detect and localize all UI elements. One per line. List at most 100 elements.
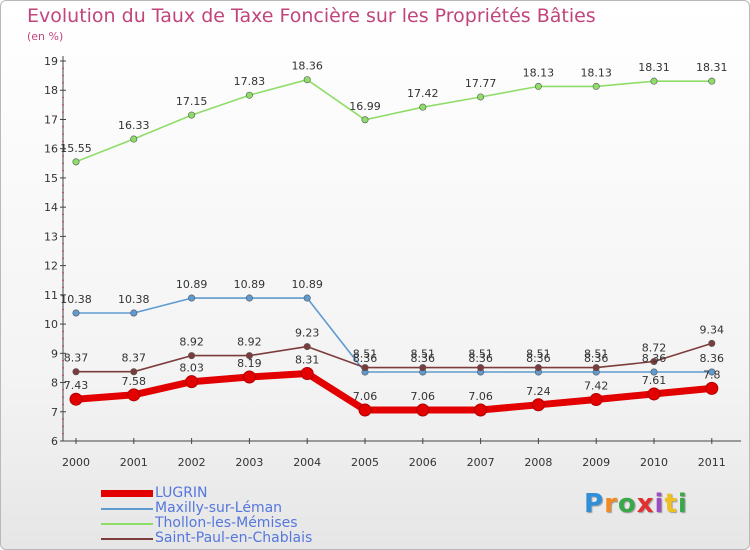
y-tick-label: 6 <box>51 435 58 448</box>
data-point-thollon-les-memises <box>477 93 485 101</box>
data-point-saint-paul-en-chablais <box>130 368 138 376</box>
data-point-saint-paul-en-chablais <box>592 364 600 372</box>
data-label-thollon-les-memises: 17.15 <box>176 95 208 108</box>
data-label-thollon-les-memises: 15.55 <box>60 142 92 155</box>
y-tick-label: 7 <box>51 406 58 419</box>
data-point-thollon-les-memises <box>361 116 369 124</box>
y-tick-label: 11 <box>44 289 58 302</box>
data-point-saint-paul-en-chablais <box>188 352 196 360</box>
y-tick-label: 15 <box>44 172 58 185</box>
data-label-saint-paul-en-chablais: 8.51 <box>468 348 493 361</box>
data-point-maxilly-sur-leman <box>188 294 196 302</box>
y-tick-label: 12 <box>44 260 58 273</box>
data-point-saint-paul-en-chablais <box>419 364 427 372</box>
legend-swatch-thollon-les-memises <box>101 523 153 525</box>
data-label-maxilly-sur-leman: 10.89 <box>176 278 208 291</box>
data-point-thollon-les-memises <box>303 76 311 84</box>
data-label-saint-paul-en-chablais: 8.92 <box>179 336 204 349</box>
chart-axes: 6 7 8 9 10 11 12 13 14 15 16 17 18 19 2000 2001 2002 2003… <box>44 55 741 469</box>
data-point-lugrin <box>531 398 545 412</box>
data-point-maxilly-sur-leman <box>650 368 658 376</box>
data-label-saint-paul-en-chablais: 8.37 <box>64 352 89 365</box>
y-tick-label: 14 <box>44 201 58 214</box>
x-tick-label: 2001 <box>120 456 148 469</box>
data-point-thollon-les-memises <box>592 82 600 90</box>
data-label-thollon-les-memises: 16.33 <box>118 119 150 132</box>
data-label-maxilly-sur-leman: 10.89 <box>234 278 266 291</box>
data-point-thollon-les-memises <box>188 111 196 119</box>
y-tick-label: 9 <box>51 347 58 360</box>
data-point-lugrin <box>589 392 603 406</box>
data-point-lugrin <box>647 387 661 401</box>
series-line-lugrin <box>75 370 713 414</box>
data-label-saint-paul-en-chablais: 8.92 <box>237 336 262 349</box>
data-label-maxilly-sur-leman: 8.36 <box>700 352 725 365</box>
data-label-lugrin: 7.06 <box>468 390 493 403</box>
data-point-saint-paul-en-chablais <box>303 343 311 351</box>
data-label-thollon-les-memises: 18.31 <box>638 61 670 74</box>
y-tick-label: 8 <box>51 377 58 390</box>
data-label-saint-paul-en-chablais: 8.37 <box>122 352 147 365</box>
data-label-thollon-les-memises: 16.99 <box>349 100 381 113</box>
legend-label-saint-paul-en-chablais: Saint-Paul-en-Chablais <box>155 530 313 546</box>
data-point-lugrin <box>69 392 83 406</box>
data-label-saint-paul-en-chablais: 8.51 <box>526 348 551 361</box>
data-label-maxilly-sur-leman: 8.36 <box>642 352 667 365</box>
data-label-thollon-les-memises: 17.77 <box>465 77 497 90</box>
data-label-saint-paul-en-chablais: 8.72 <box>642 341 667 354</box>
data-point-saint-paul-en-chablais <box>534 364 542 372</box>
data-label-lugrin: 7.24 <box>526 385 551 398</box>
data-point-saint-paul-en-chablais <box>650 357 658 365</box>
data-point-lugrin <box>242 370 256 384</box>
data-label-lugrin: 7.61 <box>642 374 667 387</box>
series-line-saint-paul-en-chablais <box>76 342 713 373</box>
data-label-thollon-les-memises: 18.36 <box>291 60 323 73</box>
y-tick-label: 18 <box>44 84 58 97</box>
y-tick-label: 16 <box>44 143 58 156</box>
data-label-maxilly-sur-leman: 8.36 <box>526 352 551 365</box>
x-tick-label: 2002 <box>178 456 206 469</box>
legend-label-maxilly-sur-leman: Maxilly-sur-Léman <box>155 500 283 516</box>
legend-label-thollon-les-memises: Thollon-les-Mémises <box>155 515 298 531</box>
chart-title: Evolution du Taux de Taxe Foncière sur l… <box>27 5 596 27</box>
data-point-thollon-les-memises <box>708 77 716 85</box>
data-label-maxilly-sur-leman: 8.36 <box>353 352 378 365</box>
data-label-maxilly-sur-leman: 8.36 <box>468 352 493 365</box>
data-label-lugrin: 8.19 <box>237 357 262 370</box>
x-tick-label: 2009 <box>582 456 610 469</box>
data-label-lugrin: 7.42 <box>584 379 609 392</box>
data-point-saint-paul-en-chablais <box>361 364 369 372</box>
y-tick-label: 19 <box>44 55 58 68</box>
data-label-lugrin: 7.06 <box>353 390 378 403</box>
data-label-maxilly-sur-leman: 10.89 <box>291 278 323 291</box>
x-tick-label: 2003 <box>235 456 263 469</box>
x-tick-label: 2008 <box>524 456 552 469</box>
data-point-lugrin <box>300 366 314 380</box>
x-tick-label: 2000 <box>62 456 90 469</box>
series-line-thollon-les-memises <box>75 78 712 163</box>
y-tick-label: 10 <box>44 318 58 331</box>
data-point-maxilly-sur-leman <box>130 309 138 317</box>
data-point-lugrin <box>185 375 199 389</box>
x-tick-label: 2011 <box>698 456 726 469</box>
data-point-thollon-les-memises <box>534 82 542 90</box>
x-tick-label: 2007 <box>467 456 495 469</box>
x-tick-label: 2005 <box>351 456 379 469</box>
chart-data-labels: 7.43 7.58 8.03 8.19 8.31 7.06 7.06 7.06 7.24 7.42… <box>60 60 727 403</box>
data-label-maxilly-sur-leman: 8.36 <box>584 352 609 365</box>
chart-series <box>69 76 719 417</box>
x-tick-label: 2010 <box>640 456 668 469</box>
data-label-thollon-les-memises: 18.13 <box>580 66 612 79</box>
data-point-maxilly-sur-leman <box>303 294 311 302</box>
data-label-saint-paul-en-chablais: 9.34 <box>700 323 725 336</box>
legend-swatch-maxilly-sur-leman <box>101 508 153 510</box>
data-point-maxilly-sur-leman <box>245 294 253 302</box>
data-label-thollon-les-memises: 17.42 <box>407 87 439 100</box>
data-label-lugrin: 8.03 <box>179 362 204 375</box>
y-tick-label: 13 <box>44 230 58 243</box>
data-point-saint-paul-en-chablais <box>72 368 80 376</box>
data-label-maxilly-sur-leman: 10.38 <box>118 293 150 306</box>
data-point-maxilly-sur-leman <box>708 368 716 376</box>
proxiti-logo: Proxiti <box>584 489 688 519</box>
